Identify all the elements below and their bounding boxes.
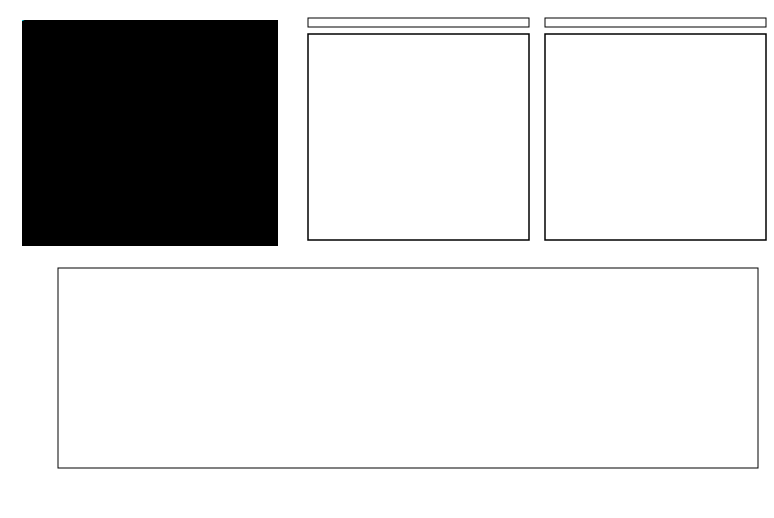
panel-ice-heatmap	[537, 0, 774, 246]
spectrum-svg	[0, 258, 774, 513]
ice-heatmap-svg	[537, 0, 774, 246]
light-heatmap-svg	[300, 0, 537, 246]
astro-svg	[22, 20, 278, 246]
spectrum-chart	[0, 258, 774, 513]
top-row	[0, 0, 774, 246]
panel-light-heatmap	[300, 0, 537, 246]
panel-astro-image	[0, 0, 300, 246]
